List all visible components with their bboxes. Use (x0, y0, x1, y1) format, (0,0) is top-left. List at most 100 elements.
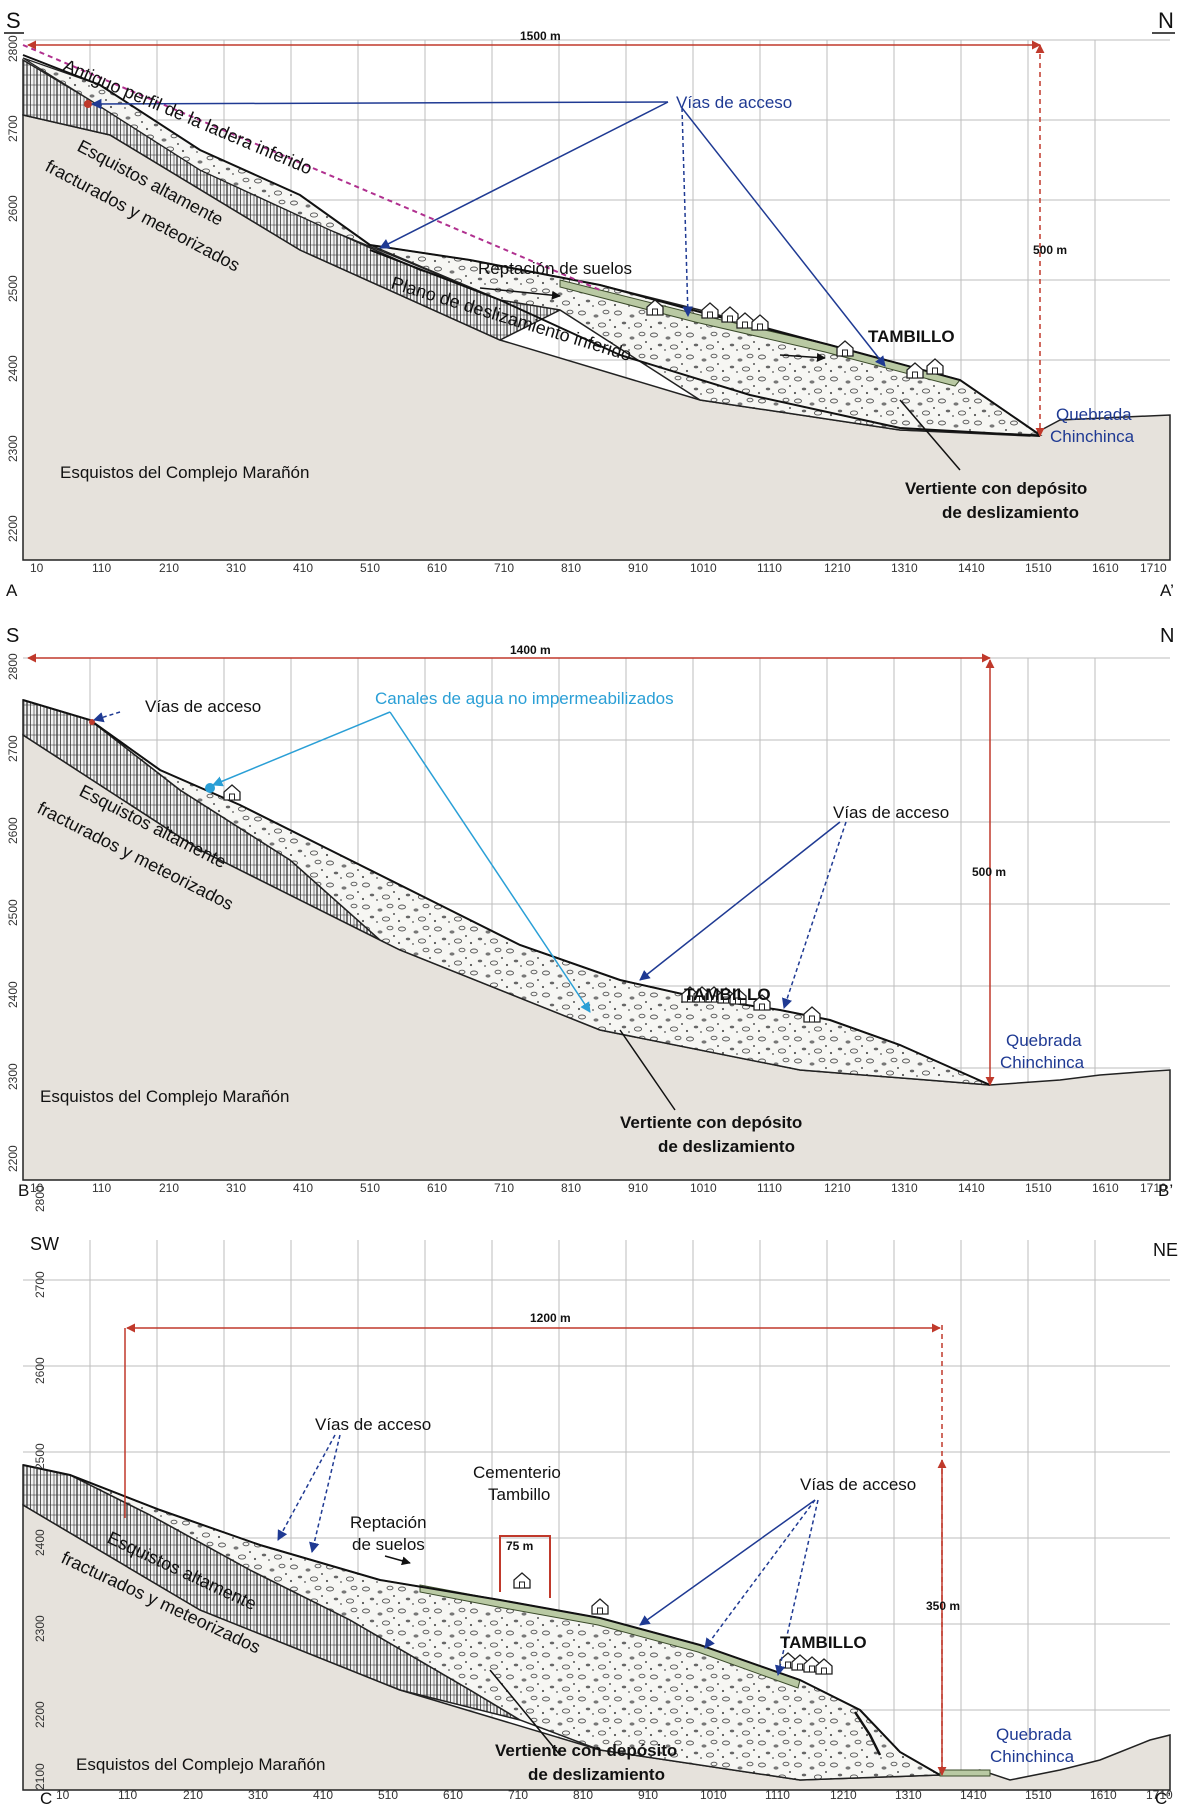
section-b-dimensions: 1400 m 500 m (27, 643, 1006, 1086)
section-a-creek-label-2: Chinchinca (1050, 427, 1135, 446)
section-c-c: 1200 m 350 m 75 m 2800 2700 2600 2500 24… (22, 1185, 1178, 1805)
x-tick: 10 (30, 1181, 44, 1195)
x-tick: 1510 (1025, 1788, 1052, 1802)
section-b-y-ticks: 2800 2700 2600 2500 2400 2300 2200 (6, 653, 20, 1172)
section-c-creep-label-2: de suelos (352, 1535, 425, 1554)
house-icon (906, 362, 924, 379)
x-tick: 1710 (1146, 1788, 1173, 1802)
section-c-right-direction: NE (1153, 1240, 1178, 1260)
section-c-creep-arrow (384, 1555, 411, 1566)
house-icon (721, 306, 739, 323)
section-b-town-label: TAMBILLO (684, 985, 771, 1004)
y-tick: 2700 (6, 735, 20, 762)
x-tick: 1610 (1092, 561, 1119, 575)
section-a-left-direction: S (6, 8, 21, 33)
section-c-end: C’ (1155, 1789, 1171, 1805)
section-b-left-direction: S (6, 625, 19, 647)
section-a-creep-label: Reptación de suelos (478, 259, 632, 278)
section-c-access-label-left: Vías de acceso (315, 1415, 431, 1434)
house-icon (803, 1006, 821, 1023)
x-tick: 1610 (1092, 1181, 1119, 1195)
x-tick: 1510 (1025, 1181, 1052, 1195)
x-tick: 1310 (895, 1788, 922, 1802)
x-tick: 1210 (824, 561, 851, 575)
section-a-start: A (6, 581, 18, 600)
y-tick: 2200 (33, 1701, 47, 1728)
x-tick: 310 (226, 561, 246, 575)
section-a-deposit-label-2: de deslizamiento (942, 503, 1079, 522)
section-a-bedrock-label: Esquistos del Complejo Marañón (60, 463, 309, 482)
x-tick: 410 (293, 561, 313, 575)
section-c-access-arrows (277, 1434, 819, 1677)
x-tick: 1610 (1090, 1788, 1117, 1802)
y-tick: 2700 (33, 1271, 47, 1298)
x-tick: 1410 (960, 1788, 987, 1802)
x-tick: 1510 (1025, 561, 1052, 575)
section-a-access-arrows (90, 98, 886, 367)
section-c-cemetery-label-1: Cementerio (473, 1463, 561, 1482)
section-c-creep-label-1: Reptación (350, 1513, 427, 1532)
y-tick: 2400 (6, 981, 20, 1008)
section-b-access-label-right: Vías de acceso (833, 803, 949, 822)
section-a-dimensions: 1500 m 500 m (27, 29, 1067, 437)
y-tick: 2200 (6, 515, 20, 542)
x-tick: 610 (427, 1181, 447, 1195)
section-c-cemetery-label-2: Tambillo (488, 1485, 550, 1504)
y-tick: 2500 (6, 899, 20, 926)
section-a-slip-plane (369, 249, 1041, 437)
x-tick: 1710 (1140, 561, 1167, 575)
x-tick: 110 (118, 1788, 137, 1802)
section-b-road-marker (89, 719, 95, 725)
section-b-horizontal-dimension: 1400 m (510, 643, 551, 657)
section-c-cemetery-bracket (499, 1535, 551, 1598)
section-b-end: B’ (1158, 1181, 1173, 1200)
x-tick: 910 (628, 1181, 648, 1195)
section-a-a: 1500 m 500 m 2800 2700 2600 2500 2400 23… (4, 8, 1175, 600)
y-tick: 2700 (6, 115, 20, 142)
house-icon (751, 314, 769, 331)
section-b-deposit-label-2: de deslizamiento (658, 1137, 795, 1156)
y-tick: 2800 (6, 35, 20, 62)
x-tick: 810 (573, 1788, 593, 1802)
x-tick: 510 (360, 1181, 380, 1195)
section-c-bedrock-label: Esquistos del Complejo Marañón (76, 1755, 325, 1774)
section-c-deposit-label-1: Vertiente con depósito (495, 1741, 677, 1760)
house-icon (513, 1572, 531, 1589)
y-tick: 2600 (6, 817, 20, 844)
section-c-horizontal-dimension: 1200 m (530, 1311, 571, 1325)
x-tick: 1210 (824, 1181, 851, 1195)
x-tick: 10 (56, 1788, 70, 1802)
section-b-creek-label-2: Chinchinca (1000, 1053, 1085, 1072)
section-a-access-label: Vías de acceso (676, 93, 792, 112)
section-c-access-label-right: Vías de acceso (800, 1475, 916, 1494)
x-tick: 710 (508, 1788, 528, 1802)
y-tick: 2400 (6, 355, 20, 382)
x-tick: 1310 (891, 1181, 918, 1195)
house-icon (926, 358, 944, 375)
house-icon (836, 340, 854, 357)
y-tick: 2400 (33, 1529, 47, 1556)
x-tick: 1110 (765, 1788, 790, 1802)
x-tick: 210 (183, 1788, 203, 1802)
section-b-channels-label: Canales de agua no impermeabilizados (375, 689, 674, 708)
x-tick: 610 (427, 561, 447, 575)
section-c-bedrock (22, 1503, 1171, 1791)
x-tick: 210 (159, 561, 179, 575)
x-tick: 710 (494, 561, 514, 575)
section-a-right-direction: N (1158, 8, 1174, 33)
y-tick: 2300 (6, 435, 20, 462)
section-c-town-label: TAMBILLO (780, 1633, 867, 1652)
house-icon (223, 784, 241, 801)
section-c-cemetery-dimension: 75 m (506, 1539, 533, 1553)
section-c-creek-label-1: Quebrada (996, 1725, 1072, 1744)
x-tick: 110 (92, 1181, 111, 1195)
x-tick: 1110 (757, 561, 782, 575)
section-c-dimensions: 1200 m 350 m 75 m (124, 1311, 960, 1776)
y-tick: 2500 (6, 275, 20, 302)
section-a-vertical-dimension: 500 m (1033, 243, 1067, 257)
section-b-b: 1400 m 500 m 2800 2700 2600 2500 2400 23… (6, 625, 1174, 1200)
section-c-creek-label-2: Chinchinca (990, 1747, 1075, 1766)
section-b-start: B (18, 1181, 29, 1200)
house-icon (701, 302, 719, 319)
